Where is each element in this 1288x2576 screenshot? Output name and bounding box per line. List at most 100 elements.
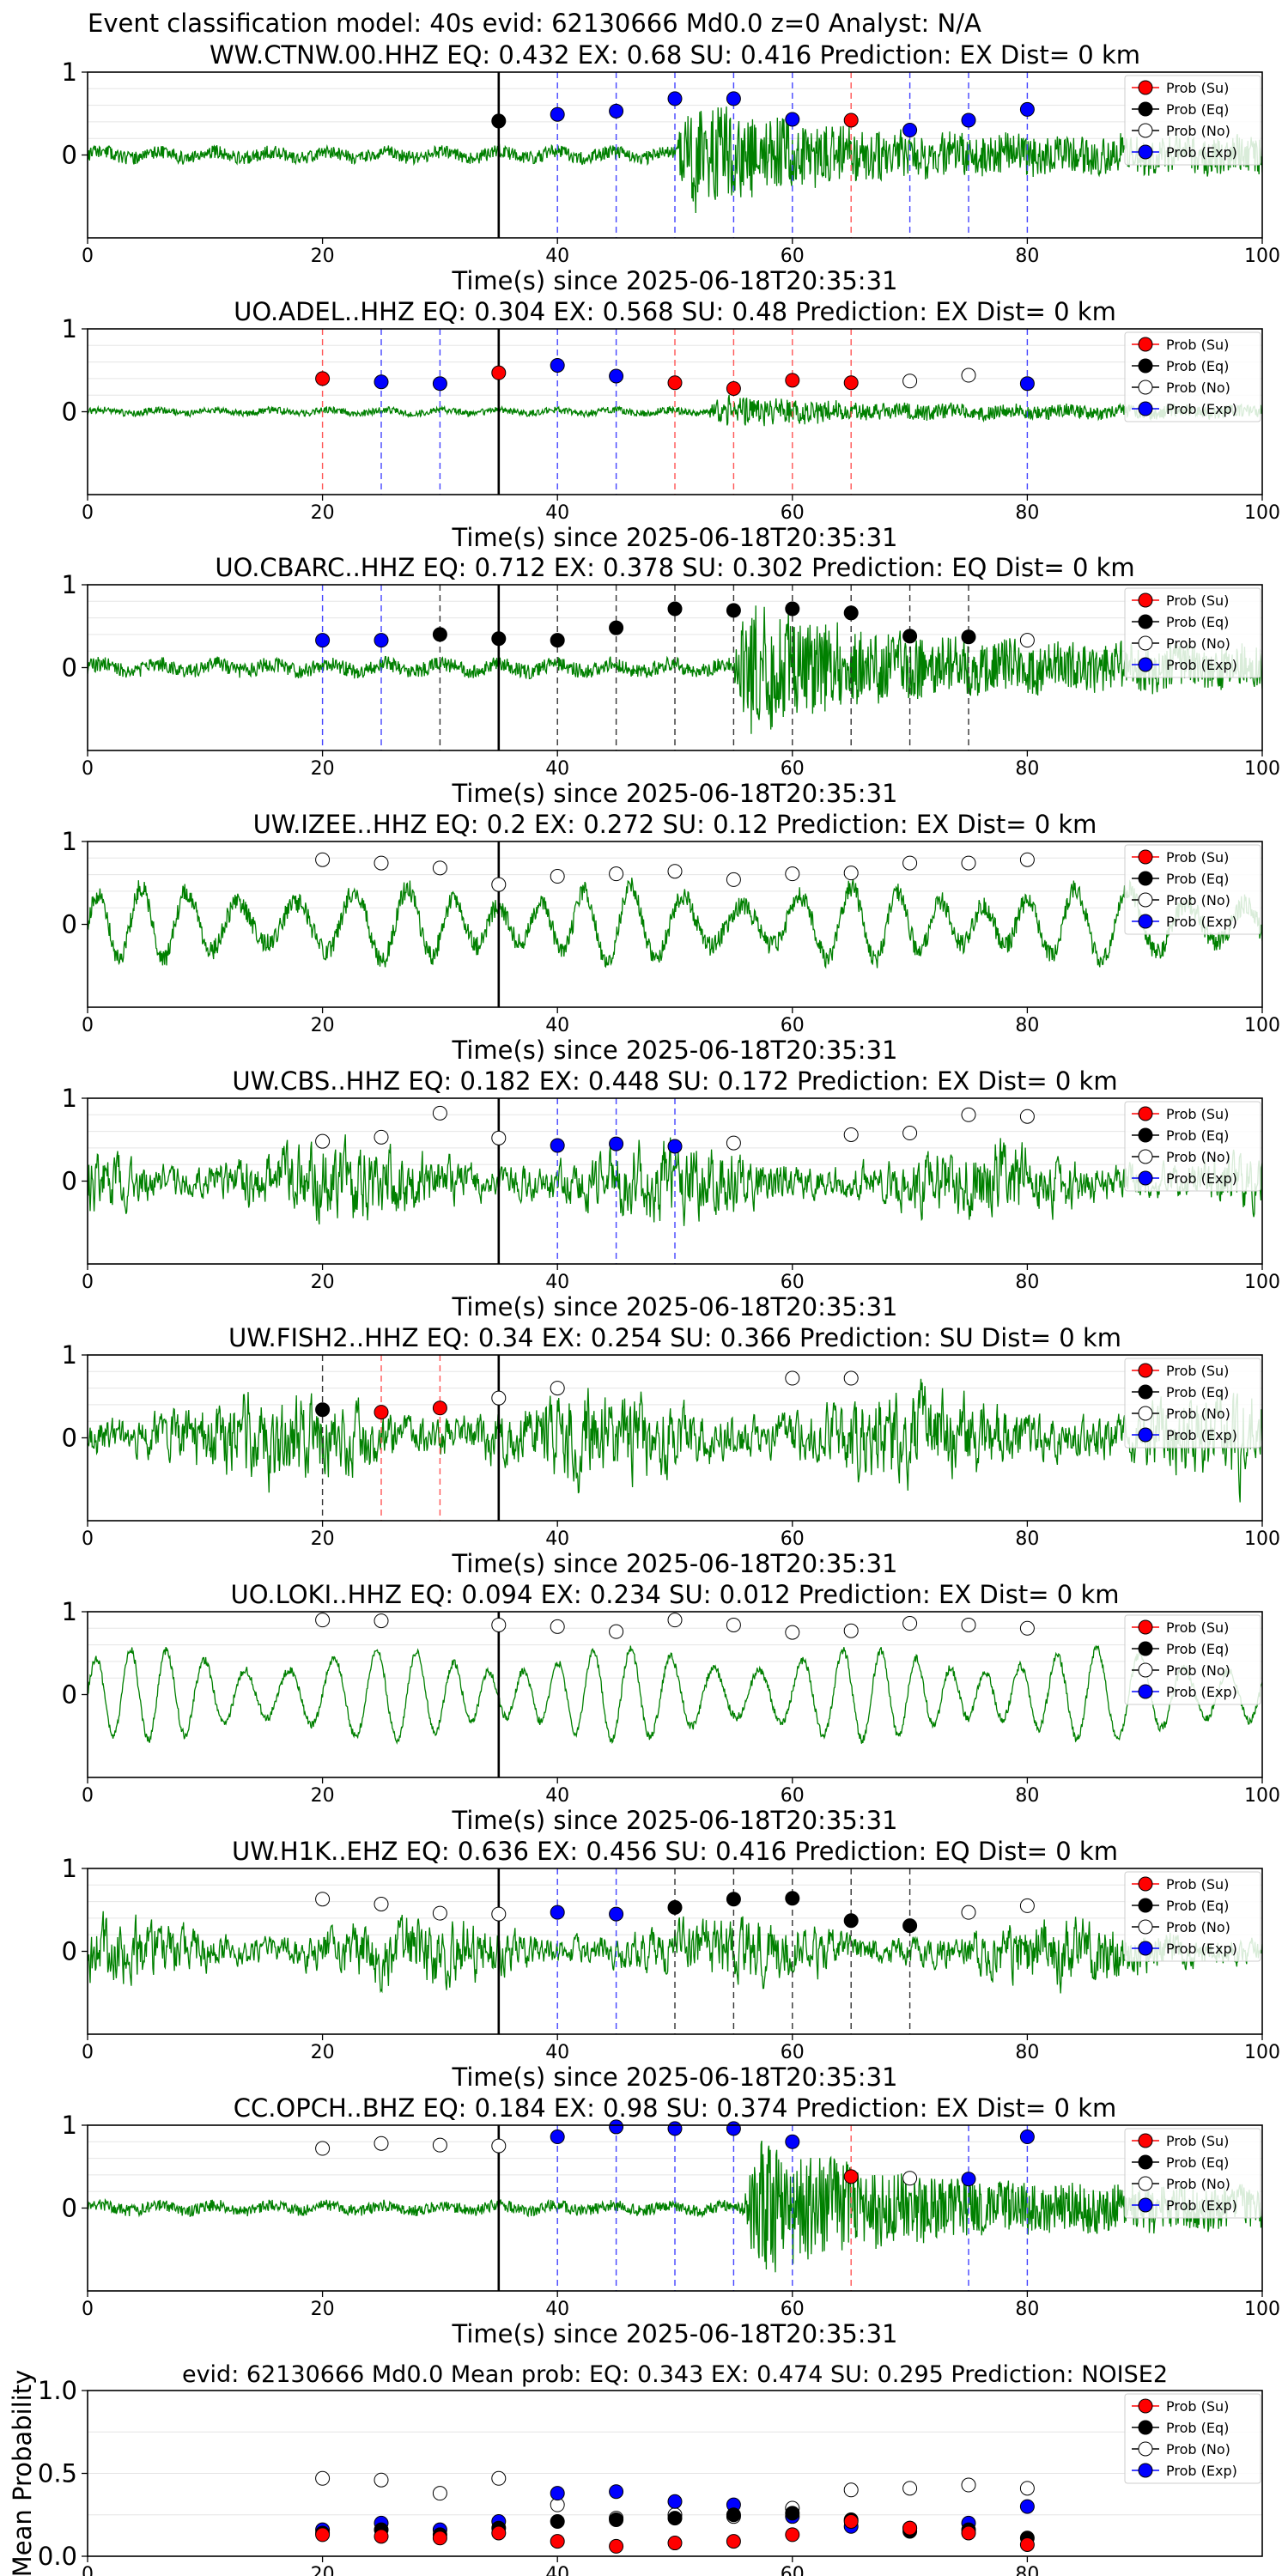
legend-label-eq: Prob (Eq) [1166, 614, 1229, 630]
x-tick-label: 100 [1244, 246, 1280, 267]
legend-marker-su [1138, 1363, 1153, 1378]
legend-marker-su [1138, 2133, 1153, 2148]
prob-point-no [315, 1133, 331, 1149]
prob-point-no [374, 1896, 389, 1911]
axes-frame-8 [87, 1868, 1263, 2035]
x-tick-label: 20 [311, 1528, 335, 1550]
legend-label-su: Prob (Su) [1166, 1876, 1229, 1893]
prob-point-no [491, 1390, 507, 1406]
prob-point-no [432, 1905, 447, 1921]
axes-frame-4 [87, 841, 1263, 1008]
waveform-trace [88, 1645, 1262, 1746]
legend-marker-eq [1138, 358, 1153, 374]
x-tick-label: 0 [82, 502, 94, 524]
prob-point-no [726, 1617, 741, 1632]
prob-point-no [1019, 1109, 1035, 1124]
station-panel-5: UW.CBS..HHZ EQ: 0.182 EX: 0.448 SU: 0.17… [62, 1066, 1280, 1321]
legend-label-no: Prob (No) [1166, 380, 1230, 396]
prob-point-no [315, 1892, 331, 1907]
legend-label-exp: Prob (Exp) [1166, 657, 1237, 673]
x-tick-label: 100 [1244, 1015, 1280, 1036]
panel-title: UO.CBARC..HHZ EQ: 0.712 EX: 0.378 SU: 0.… [215, 553, 1134, 582]
legend-label-no: Prob (No) [1166, 892, 1230, 908]
prob-point-su [374, 1405, 389, 1420]
y-tick-label: 1 [62, 1084, 77, 1113]
prob-point-no [374, 1129, 389, 1145]
x-axis-label: Time(s) since 2025-06-18T20:35:31 [452, 266, 898, 295]
legend-marker-no [1138, 892, 1153, 908]
prob-point-no [902, 2171, 918, 2186]
mean-point-su [785, 2527, 800, 2543]
legend-marker-no [1138, 635, 1153, 651]
legend-label-no: Prob (No) [1166, 1149, 1230, 1165]
x-tick-label: 40 [545, 1272, 569, 1293]
prob-point-no [491, 1617, 507, 1632]
prob-point-su [667, 375, 683, 391]
prob-point-exp [609, 103, 624, 118]
prob-point-eq [432, 627, 447, 642]
prob-point-eq [843, 1913, 859, 1929]
legend-marker-eq [1138, 871, 1153, 886]
prob-point-exp [961, 2172, 976, 2187]
x-tick-label: 0 [82, 2042, 94, 2063]
prob-point-su [843, 2169, 859, 2184]
legend-label-su: Prob (Su) [1166, 337, 1229, 353]
y-tick-label: 1 [62, 570, 77, 599]
station-panel-2: UO.ADEL..HHZ EQ: 0.304 EX: 0.568 SU: 0.4… [62, 297, 1280, 552]
x-tick-label: 100 [1244, 2299, 1280, 2320]
prob-point-no [961, 1905, 976, 1920]
station-panel-8: UW.H1K..EHZ EQ: 0.636 EX: 0.456 SU: 0.41… [62, 1837, 1280, 2092]
prob-point-no [491, 2138, 507, 2154]
x-tick-label: 0 [82, 246, 94, 267]
prob-point-no [609, 1624, 624, 1639]
x-tick-label: 20 [311, 2299, 335, 2320]
x-tick-label: 40 [545, 758, 569, 780]
x-tick-label: 80 [1015, 246, 1039, 267]
legend-label-exp: Prob (Exp) [1166, 144, 1237, 161]
prob-point-no [961, 368, 976, 383]
y-tick-label: 0.0 [38, 2542, 77, 2571]
prob-point-no [785, 866, 800, 882]
prob-point-eq [550, 633, 565, 648]
prob-point-no [491, 1906, 507, 1922]
x-tick-label: 80 [1015, 2564, 1039, 2576]
legend-box [1124, 587, 1261, 678]
axes-frame-6 [87, 1354, 1263, 1522]
legend-box [1124, 2393, 1261, 2484]
x-tick-label: 20 [311, 246, 335, 267]
legend-label-eq: Prob (Eq) [1166, 2420, 1229, 2436]
prob-point-no [550, 1381, 565, 1396]
y-tick-label: 0 [62, 910, 77, 939]
legend-marker-su [1138, 1106, 1153, 1121]
x-tick-label: 100 [1244, 1785, 1280, 1807]
legend-marker-exp [1138, 1170, 1153, 1186]
prob-point-su [315, 371, 331, 386]
mean-point-no [843, 2482, 859, 2498]
x-tick-label: 100 [1244, 1272, 1280, 1293]
x-tick-label: 60 [781, 758, 805, 780]
y-tick-label: 1 [62, 827, 77, 856]
legend-6: Prob (Su) Prob (Eq) Prob (No) Prob (Exp) [1124, 1358, 1261, 1449]
legend-label-no: Prob (No) [1166, 2176, 1230, 2192]
y-tick-label: 0 [62, 398, 77, 427]
legend-marker-eq [1138, 2420, 1153, 2435]
prob-point-no [491, 1130, 507, 1145]
legend-box [1124, 844, 1261, 935]
prob-point-no [843, 1127, 859, 1142]
prob-point-no [491, 877, 507, 892]
waveform-trace [88, 394, 1262, 427]
legend-marker-eq [1138, 1384, 1153, 1400]
y-tick-label: 0 [62, 1937, 77, 1966]
legend-box [1124, 2128, 1261, 2219]
legend-box [1124, 1871, 1261, 1962]
prob-point-exp [726, 2121, 741, 2136]
prob-point-no [961, 855, 976, 871]
panel-title: UW.IZEE..HHZ EQ: 0.2 EX: 0.272 SU: 0.12 … [253, 810, 1097, 839]
x-tick-label: 0 [82, 2299, 94, 2320]
legend-box [1124, 1358, 1261, 1449]
prob-point-su [726, 380, 741, 396]
prob-point-exp [785, 112, 800, 127]
y-tick-label: 0 [62, 1424, 77, 1453]
legend-marker-su [1138, 1876, 1153, 1892]
